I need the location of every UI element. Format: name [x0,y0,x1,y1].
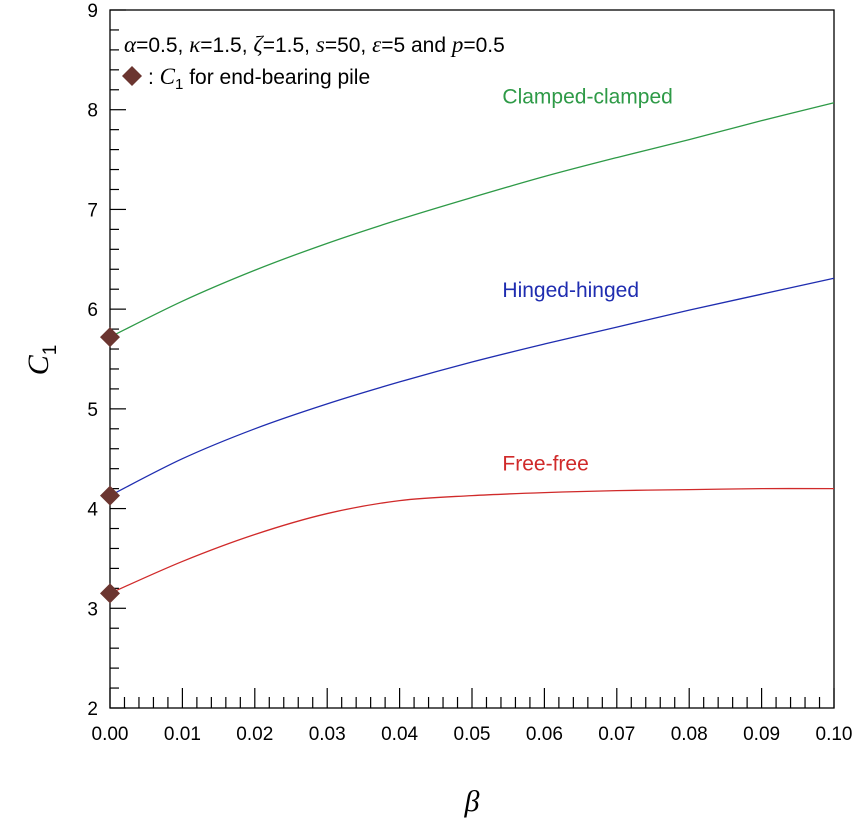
legend-prefix: : [148,66,160,89]
y-tick-label: 8 [87,101,98,122]
parameters-annotation: α=0.5, κ=1.5, ζ=1.5, s=50, ε=5 and p=0.5 [124,32,505,57]
x-tick-label: 0.03 [309,724,346,745]
x-tick-label: 0.05 [454,724,491,745]
param-symbol: ζ [253,32,264,57]
y-tick-label: 5 [87,400,98,421]
end-bearing-pile-marker [100,583,120,604]
param-value: =5 and [381,34,452,57]
x-tick-label: 0.07 [598,724,635,745]
param-value: =0.5 [463,34,504,57]
param-value: =1.5, [200,34,253,57]
param-symbol: α [124,32,137,57]
legend-suffix: for end-bearing pile [183,66,370,89]
x-axis-title: β [464,785,480,818]
y-axis-title: C1 [22,345,61,376]
param-value: =50, [325,34,372,57]
plot-frame [109,9,835,709]
y-tick-label: 6 [87,300,98,321]
series-layer [109,102,835,594]
y-axis-title-symbol: C [22,354,55,375]
param-symbol: κ [189,32,201,57]
x-tick-label: 0.08 [671,724,708,745]
param-value: =0.5, [136,34,189,57]
param-symbol: p [450,32,464,57]
y-tick-label: 7 [87,200,98,221]
series-label: Clamped-clamped [502,86,672,109]
legend-marker-diamond [122,66,142,86]
series-label: Hinged-hinged [502,279,639,302]
x-tick-label: 0.01 [164,724,201,745]
series-labels: Clamped-clamped Hinged-hinged Free-free [502,86,672,476]
y-tick-label: 9 [87,1,98,22]
param-value: =1.5, [263,34,316,57]
series-line-free-free [109,487,835,594]
series-label: Free-free [502,453,588,476]
x-tick-label: 0.02 [236,724,273,745]
param-symbol: s [316,32,325,57]
legend-symbol: C [160,64,176,89]
y-tick-label: 4 [87,500,98,521]
legend: : C1 for end-bearing pile [122,64,370,93]
x-tick-label: 0.10 [816,724,853,745]
series-line-clamped-clamped [109,102,835,338]
x-tick-label: 0.04 [381,724,418,745]
end-bearing-pile-marker [100,327,120,348]
y-tick-label: 2 [87,699,98,720]
legend-subscript: 1 [175,76,183,93]
y-axis-title-subscript: 1 [40,345,61,356]
param-symbol: ε [372,32,382,57]
series-line-hinged-hinged [109,277,835,497]
x-tick-label: 0.06 [526,724,563,745]
x-tick-label: 0.00 [92,724,129,745]
svg-text:C1: C1 [22,345,61,376]
x-tick-label: 0.09 [743,724,780,745]
legend-text: : C1 for end-bearing pile [148,64,370,93]
x-axis-ticks: 0.00 0.01 0.02 0.03 0.04 0.05 0.06 0.07 0.08 0.09… [92,688,853,745]
marker-layer [100,327,120,604]
y-tick-label: 3 [87,599,98,620]
end-bearing-pile-marker [100,485,120,506]
y-axis-ticks: 2 3 4 5 6 7 8 9 [87,1,126,720]
